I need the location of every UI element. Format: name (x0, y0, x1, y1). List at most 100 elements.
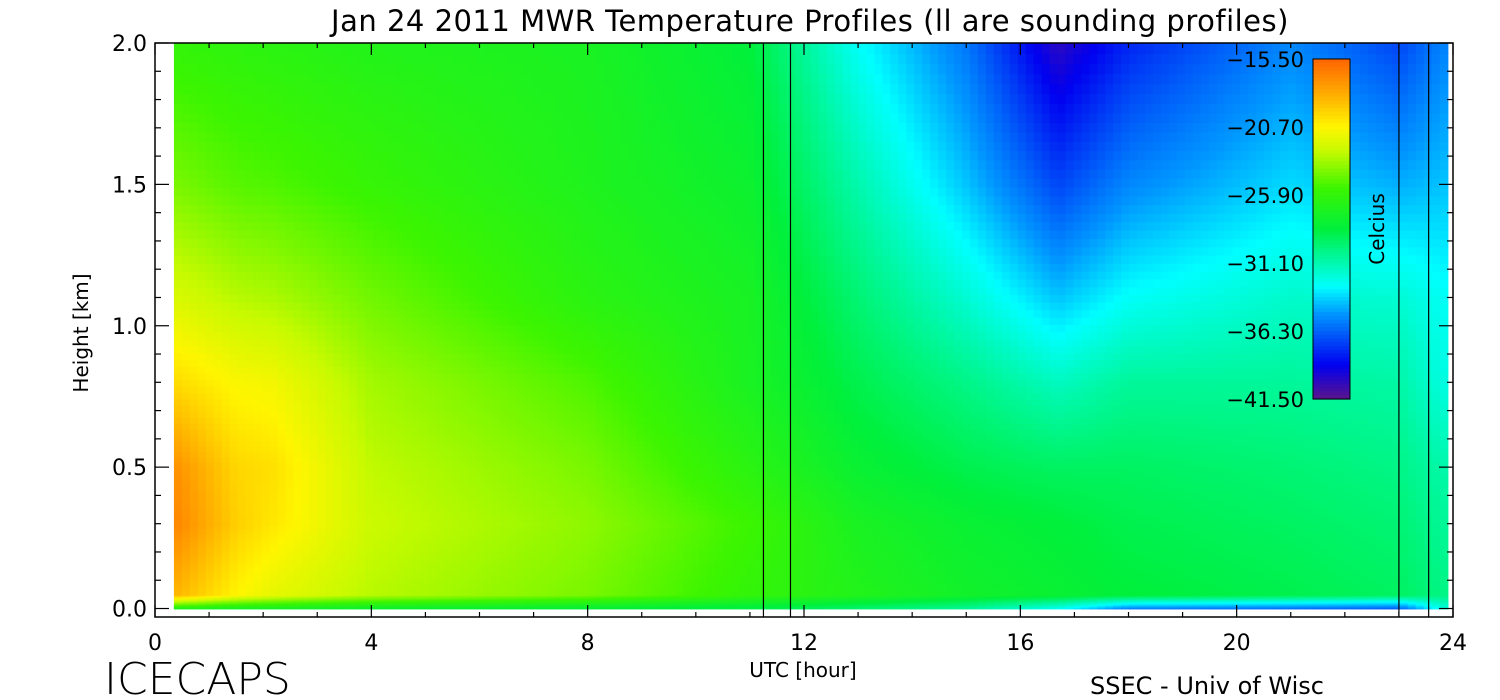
heatmap-cell (285, 486, 295, 493)
heatmap-cell (508, 576, 518, 581)
heatmap-cell (420, 301, 430, 311)
heatmap-cell (388, 563, 398, 568)
heatmap-cell (309, 518, 319, 523)
heatmap-cell (269, 372, 279, 381)
heatmap-cell (357, 529, 366, 535)
heatmap-cell (412, 537, 422, 542)
heatmap-cell (404, 386, 414, 394)
heatmap-cell (364, 53, 374, 65)
heatmap-cell (372, 533, 382, 539)
heatmap-cell (412, 411, 422, 418)
heatmap-cell (317, 316, 326, 325)
heatmap-cell (468, 324, 478, 333)
heatmap-cell (420, 331, 430, 340)
heatmap-cell (372, 411, 382, 418)
heatmap-cell (293, 93, 303, 104)
heatmap-cell (500, 477, 510, 483)
heatmap-cell (181, 398, 191, 406)
heatmap-cell (388, 316, 398, 325)
heatmap-cell (412, 591, 422, 595)
heatmap-cell (237, 576, 247, 581)
heatmap-cell (245, 477, 255, 483)
heatmap-cell (285, 204, 295, 214)
heatmap-cell (309, 177, 319, 188)
heatmap-cell (357, 585, 366, 589)
heatmap-cell (508, 195, 518, 206)
heatmap-cell (500, 122, 510, 133)
heatmap-cell (357, 345, 366, 354)
heatmap-cell (460, 324, 470, 333)
heatmap-cell (508, 563, 518, 568)
heatmap-cell (301, 316, 311, 325)
heatmap-cell (173, 246, 183, 256)
heatmap-cell (380, 445, 390, 453)
heatmap-cell (237, 345, 247, 354)
heatmap-cell (476, 560, 486, 565)
heatmap-cell (349, 563, 358, 568)
heatmap-cell (229, 551, 239, 556)
heatmap-cell (221, 563, 231, 568)
heatmap-cell (412, 529, 422, 535)
heatmap-cell (436, 392, 446, 400)
heatmap-cell (301, 600, 311, 603)
heatmap-cell (484, 486, 494, 493)
heatmap-cell (484, 212, 494, 223)
heatmap-cell (285, 544, 295, 549)
heatmap-cell (444, 456, 454, 463)
heatmap-cell (205, 150, 215, 161)
heatmap-cell (285, 500, 295, 507)
heatmap-cell (173, 596, 183, 599)
heatmap-cell (380, 509, 390, 515)
heatmap-cell (341, 560, 350, 565)
heatmap-cell (357, 579, 366, 583)
heatmap-cell (404, 518, 414, 523)
heatmap-cell (484, 541, 494, 546)
heatmap-cell (444, 159, 454, 170)
heatmap-cell (229, 569, 239, 573)
heatmap-cell (388, 301, 398, 311)
heatmap-cell (404, 491, 414, 498)
heatmap-cell (189, 294, 199, 303)
heatmap-cell (333, 491, 342, 498)
heatmap-cell (444, 103, 454, 114)
heatmap-cell (404, 262, 414, 272)
heatmap-cell (173, 526, 183, 531)
heatmap-cell (500, 574, 510, 578)
heatmap-cell (468, 434, 478, 442)
heatmap-cell (476, 537, 486, 542)
heatmap-cell (404, 417, 414, 424)
heatmap-cell (516, 445, 525, 453)
heatmap-cell (444, 366, 454, 374)
heatmap-cell (500, 150, 510, 161)
heatmap-cell (468, 73, 478, 85)
heatmap-cell (349, 294, 358, 303)
heatmap-cell (420, 603, 430, 606)
heatmap-cell (213, 596, 223, 599)
heatmap-cell (341, 509, 350, 515)
heatmap-cell (261, 560, 271, 565)
heatmap-cell (205, 486, 215, 493)
heatmap-cell (181, 338, 191, 347)
heatmap-cell (213, 505, 223, 511)
heatmap-cell (444, 131, 454, 142)
heatmap-cell (524, 596, 533, 599)
heatmap-cell (197, 204, 207, 214)
heatmap-cell (301, 112, 311, 124)
heatmap-cell (524, 566, 533, 571)
heatmap-cell (309, 526, 319, 531)
heatmap-cell (325, 440, 334, 447)
heatmap-cell (476, 526, 486, 531)
heatmap-cell (476, 599, 486, 602)
heatmap-cell (189, 309, 199, 318)
heatmap-cell (396, 398, 406, 406)
heatmap-cell (364, 83, 374, 95)
heatmap-cell (372, 301, 382, 311)
heatmap-cell (285, 43, 295, 55)
heatmap-cell (380, 246, 390, 256)
heatmap-cell (492, 212, 502, 223)
heatmap-cell (524, 331, 533, 340)
heatmap-cell (245, 404, 255, 412)
heatmap-cell (436, 574, 446, 578)
heatmap-cell (364, 587, 374, 591)
heatmap-cell (396, 591, 406, 595)
